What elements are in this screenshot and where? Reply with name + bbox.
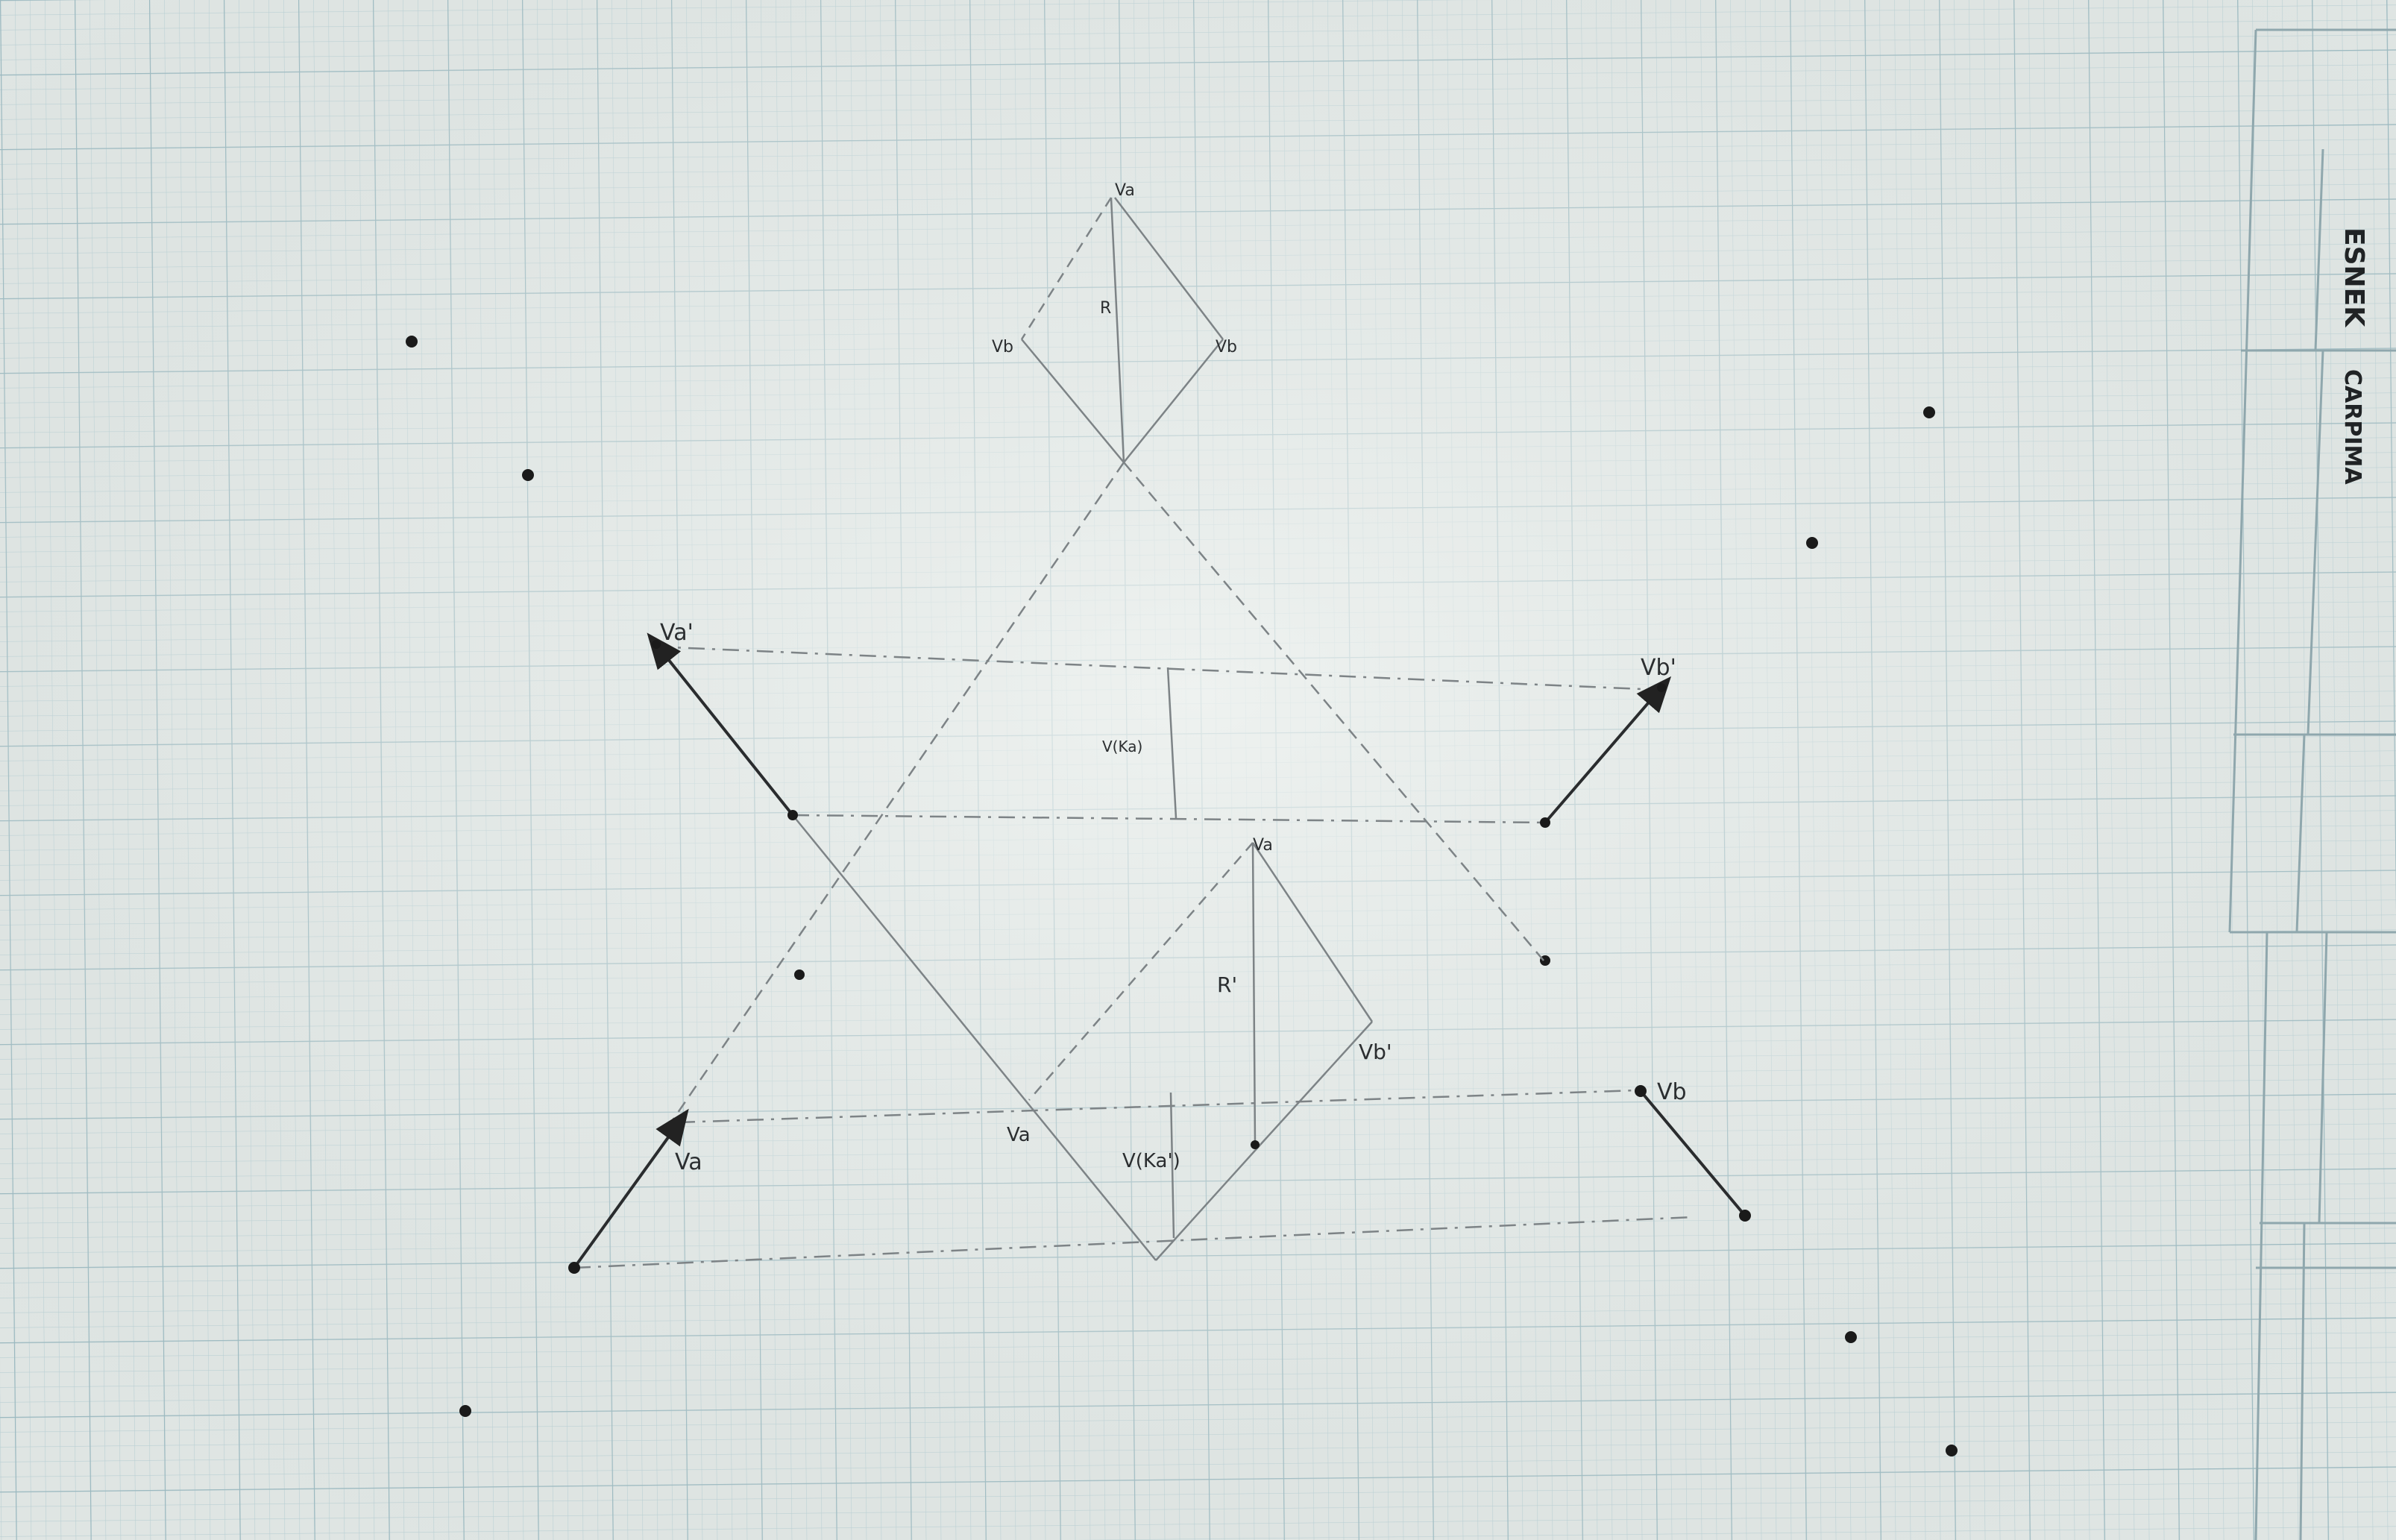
projection-line-bottom — [573, 1216, 1694, 1269]
dot — [568, 1262, 580, 1274]
label-r-prime: R' — [1217, 972, 1237, 997]
dot — [1540, 817, 1550, 828]
dot — [1657, 683, 1666, 692]
label-va-mid: Va — [1007, 1124, 1031, 1146]
vectors — [573, 632, 1746, 1269]
left-diagonal-to-apex — [792, 814, 1157, 1261]
vector-vb-prime — [1544, 676, 1672, 824]
label-faint-center: V(Ka) — [1102, 738, 1142, 755]
dots — [406, 336, 1958, 1456]
vector-va-prime — [647, 632, 794, 817]
r-prime-line — [1251, 842, 1257, 1145]
label-vb-prime-mid: Vb' — [1359, 1040, 1392, 1064]
label-va-small: Va — [1253, 836, 1273, 855]
label-va-top: Va — [1115, 181, 1135, 200]
endpoint-dots — [568, 640, 1751, 1274]
apex-to-vb-origin — [1155, 1144, 1261, 1261]
label-v-ka: V(Ka') — [1122, 1150, 1180, 1172]
vector-va — [573, 1108, 689, 1269]
center-vertical-faint — [1166, 667, 1177, 819]
dot — [1845, 1331, 1857, 1343]
projection-line-top — [653, 645, 1661, 691]
dot — [787, 810, 798, 820]
big-triangle-left-side — [670, 462, 1125, 1123]
dot — [406, 336, 418, 348]
label-r-top: R — [1100, 299, 1111, 318]
dot — [1946, 1445, 1958, 1456]
dot — [522, 469, 534, 481]
dot — [1251, 1140, 1260, 1149]
dot — [459, 1405, 471, 1417]
projection-line-lower — [678, 1089, 1638, 1124]
dot — [794, 969, 805, 980]
r-prime-left — [1028, 842, 1254, 1101]
dot — [1806, 537, 1818, 549]
projection-lines — [573, 645, 1694, 1269]
vector-vb — [1639, 1090, 1746, 1217]
title-block-text: ESNEK CARPIMA — [2339, 227, 2369, 485]
title-block — [2228, 28, 2396, 1540]
label-va-lower: Va — [675, 1149, 702, 1175]
top-resultant-line — [1110, 197, 1125, 463]
top-parallelogram-left — [1020, 197, 1113, 340]
vb-prime-lower — [1260, 1021, 1373, 1145]
label-vb-prime: Vb' — [1641, 655, 1676, 681]
big-triangle-right-side — [1123, 462, 1544, 961]
dot — [1739, 1210, 1751, 1222]
dot — [1635, 1085, 1647, 1097]
top-parallelogram-right — [1114, 197, 1224, 340]
labels: Va Vb Vb R Va' Vb' Va Vb Va Vb' R' Va V(… — [660, 181, 1687, 1175]
label-vb-lower: Vb — [1657, 1079, 1687, 1105]
projection-line-middle — [792, 814, 1546, 824]
construction-lines — [670, 197, 1544, 1261]
title-line-esnek: ESNEK — [2339, 227, 2369, 327]
label-vb-top-right: Vb — [1216, 338, 1237, 356]
label-vb-top-left: Vb — [992, 338, 1013, 356]
dot — [1923, 406, 1935, 418]
dot — [652, 640, 661, 649]
r-prime-right — [1251, 842, 1374, 1022]
v-ka-arrow-line — [1169, 1092, 1175, 1239]
label-va-prime: Va' — [660, 620, 694, 646]
title-line-carpima: CARPIMA — [2339, 369, 2365, 485]
